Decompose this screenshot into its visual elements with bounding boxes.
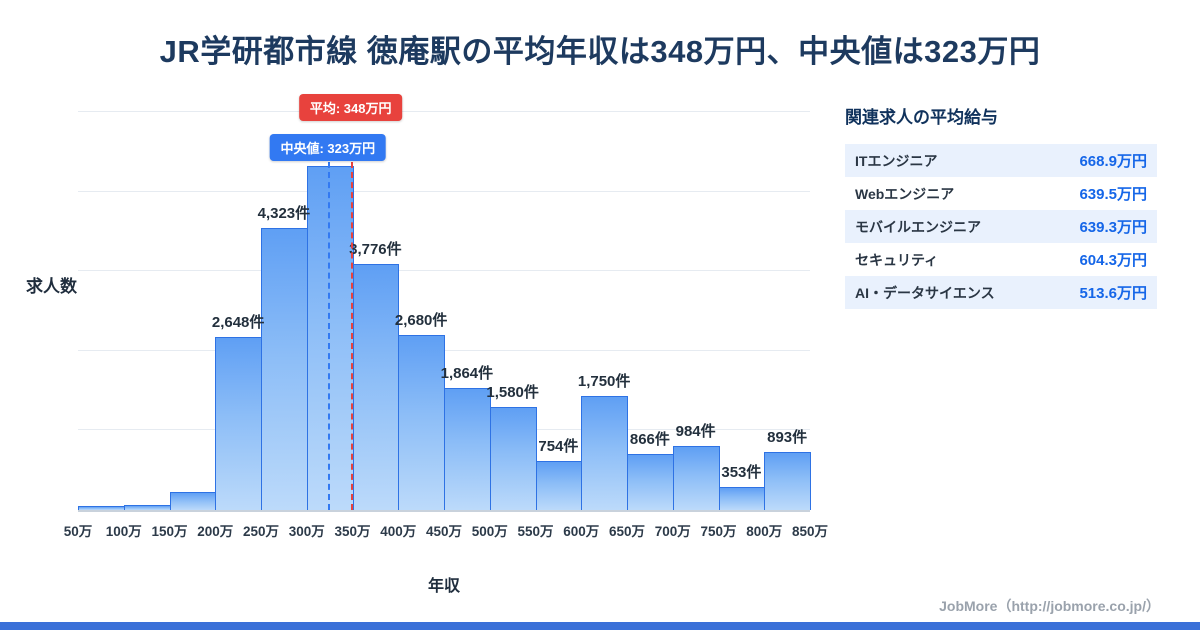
bar-value-label: 984件 <box>675 422 716 440</box>
job-row: セキュリティ 604.3万円 <box>845 243 1157 276</box>
x-tick-label: 100万 <box>105 524 142 539</box>
bar-value-label: 754件 <box>538 437 579 455</box>
histogram-bar <box>398 335 445 510</box>
job-row: モバイルエンジニア 639.3万円 <box>845 210 1157 243</box>
related-jobs-panel: 関連求人の平均給与 ITエンジニア 668.9万円 Webエンジニア 639.5万円モ… <box>845 103 1157 309</box>
x-tick-label: 550万 <box>517 524 554 539</box>
bar-value-label: 866件 <box>629 430 670 448</box>
x-tick-label: 50万 <box>63 524 93 539</box>
histogram-bar <box>78 506 125 510</box>
histogram-bar <box>535 460 583 510</box>
related-jobs-table: ITエンジニア 668.9万円 Webエンジニア 639.5万円モバイルエンジニア 63… <box>845 144 1157 309</box>
histogram-bar <box>215 337 262 510</box>
gridline <box>78 111 810 112</box>
histogram-bar <box>718 486 766 510</box>
job-salary-value: 668.9万円 <box>1079 153 1147 170</box>
x-tick-label: 500万 <box>471 524 508 539</box>
job-label: モバイルエンジニア <box>855 218 981 235</box>
bar-value-label: 1,750件 <box>577 372 631 390</box>
histogram-bar <box>672 445 720 510</box>
x-tick-label: 150万 <box>151 524 188 539</box>
median-badge: 中央値: 323万円 <box>269 134 387 161</box>
x-tick-label: 600万 <box>563 524 600 539</box>
bar-value-label: 1,580件 <box>486 383 539 401</box>
mean-badge: 平均: 348万円 <box>298 94 403 121</box>
x-tick-label: 850万 <box>791 524 829 539</box>
x-tick-label: 700万 <box>654 524 691 539</box>
histogram-bar <box>627 453 674 510</box>
job-label: AI・データサイエンス <box>855 284 995 301</box>
x-tick-label: 250万 <box>242 524 280 539</box>
bar-value-label: 4,323件 <box>257 204 311 222</box>
histogram-bar <box>169 492 217 510</box>
gridline <box>78 190 810 192</box>
x-tick-label: 750万 <box>700 524 737 539</box>
job-row: ITエンジニア 668.9万円 <box>845 144 1157 177</box>
footer-credit: JobMore（http://jobmore.co.jp/） <box>939 598 1160 614</box>
histogram-bar <box>261 227 308 510</box>
bar-value-label: 353件 <box>721 463 762 481</box>
x-tick-label: 800万 <box>746 524 783 539</box>
y-axis-label: 求人数 <box>26 277 77 296</box>
job-salary-value: 604.3万円 <box>1079 252 1147 269</box>
histogram-bar <box>581 395 628 510</box>
x-axis-label: 年収 <box>427 578 460 595</box>
histogram-bar <box>489 406 537 510</box>
gridline <box>78 270 810 272</box>
mean-line <box>350 162 353 510</box>
job-salary-value: 513.6万円 <box>1079 285 1147 302</box>
job-row: Webエンジニア 639.5万円 <box>845 177 1157 210</box>
plot-area: 平均: 348万円 中央値: 323万円 2,648件 4,323件 3,776件 2… <box>64 94 828 539</box>
histogram-bar <box>352 263 400 510</box>
x-tick-label: 400万 <box>380 524 417 539</box>
job-salary-value: 639.5万円 <box>1079 186 1147 203</box>
job-salary-value: 639.3万円 <box>1079 219 1147 236</box>
bar-value-label: 893件 <box>767 428 808 446</box>
bar-value-label: 3,776件 <box>349 240 402 258</box>
x-tick-label: 450万 <box>425 524 463 539</box>
bar-value-label: 1,864件 <box>440 365 494 383</box>
x-tick-label: 200万 <box>197 524 234 539</box>
x-tick-label: 650万 <box>608 524 646 539</box>
bottom-accent-bar <box>0 622 1200 630</box>
job-label: Webエンジニア <box>855 185 955 202</box>
x-tick-label: 350万 <box>334 524 371 539</box>
median-line <box>327 162 330 510</box>
histogram-bar <box>306 165 354 510</box>
histogram-bar <box>764 451 811 510</box>
page-title: JR学研都市線 徳庵駅の平均年収は348万円、中央値は323万円 <box>159 34 1041 69</box>
job-row: AI・データサイエンス 513.6万円 <box>845 276 1157 309</box>
bar-value-label: 2,648件 <box>211 314 265 332</box>
job-label: ITエンジニア <box>855 152 938 169</box>
histogram-bar <box>123 505 171 510</box>
related-jobs-heading: 関連求人の平均給与 <box>845 108 998 127</box>
job-label: セキュリティ <box>855 251 939 268</box>
histogram-bar <box>444 388 491 510</box>
bar-value-label: 2,680件 <box>394 312 448 330</box>
x-tick-label: 300万 <box>288 524 325 539</box>
